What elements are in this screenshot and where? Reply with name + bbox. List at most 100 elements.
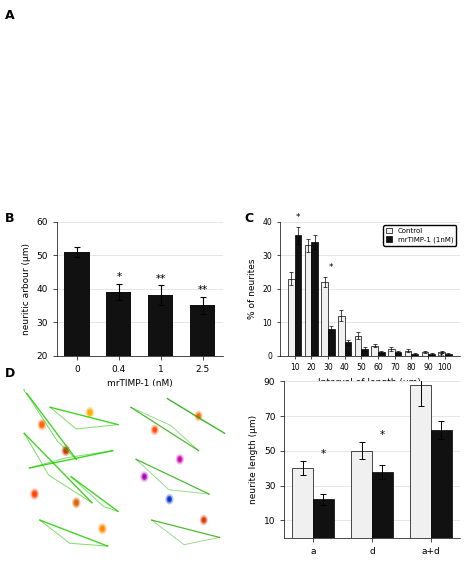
- Ellipse shape: [201, 517, 207, 523]
- Bar: [321, 282, 328, 356]
- Ellipse shape: [32, 490, 37, 498]
- Text: *: *: [296, 213, 300, 222]
- Ellipse shape: [273, 50, 301, 68]
- Ellipse shape: [160, 103, 188, 122]
- Ellipse shape: [33, 492, 36, 497]
- Ellipse shape: [98, 523, 107, 534]
- Ellipse shape: [397, 112, 428, 132]
- Ellipse shape: [88, 410, 92, 415]
- Text: mrTIMP-1: mrTIMP-1: [130, 386, 179, 395]
- Ellipse shape: [30, 488, 39, 500]
- Ellipse shape: [167, 496, 172, 503]
- Bar: [351, 451, 372, 538]
- Ellipse shape: [350, 43, 375, 60]
- Ellipse shape: [40, 422, 44, 427]
- Text: *: *: [380, 430, 385, 440]
- Bar: [438, 352, 445, 356]
- Ellipse shape: [194, 411, 203, 421]
- Ellipse shape: [149, 95, 200, 130]
- X-axis label: mrTIMP-1 (nM): mrTIMP-1 (nM): [107, 379, 173, 388]
- Bar: [106, 292, 131, 422]
- Ellipse shape: [178, 457, 182, 461]
- Bar: [428, 354, 435, 356]
- Ellipse shape: [157, 101, 191, 124]
- Bar: [288, 279, 294, 356]
- Bar: [378, 352, 385, 356]
- Ellipse shape: [91, 96, 128, 121]
- Ellipse shape: [9, 81, 72, 124]
- Ellipse shape: [29, 171, 52, 187]
- Y-axis label: neuritic arbour (μm): neuritic arbour (μm): [22, 243, 31, 335]
- Ellipse shape: [202, 518, 206, 522]
- Ellipse shape: [252, 35, 322, 83]
- Ellipse shape: [72, 497, 81, 508]
- Ellipse shape: [88, 94, 131, 123]
- Y-axis label: % of neurites: % of neurites: [248, 258, 257, 319]
- Ellipse shape: [140, 472, 148, 482]
- Text: A: A: [5, 9, 14, 22]
- Text: **: **: [155, 274, 166, 284]
- Ellipse shape: [20, 166, 61, 193]
- Ellipse shape: [12, 160, 69, 198]
- Ellipse shape: [364, 156, 404, 183]
- Bar: [411, 354, 418, 356]
- Ellipse shape: [34, 124, 111, 177]
- Ellipse shape: [39, 420, 45, 428]
- Text: mrTIMP-1: mrTIMP-1: [251, 24, 307, 35]
- Bar: [421, 352, 428, 356]
- Bar: [445, 354, 452, 356]
- Ellipse shape: [334, 103, 362, 122]
- Bar: [355, 336, 361, 356]
- Ellipse shape: [168, 497, 171, 501]
- Ellipse shape: [182, 156, 210, 175]
- Ellipse shape: [77, 86, 142, 131]
- Ellipse shape: [406, 54, 437, 75]
- Ellipse shape: [381, 101, 444, 143]
- Ellipse shape: [340, 36, 385, 67]
- Ellipse shape: [129, 144, 159, 164]
- Bar: [294, 236, 301, 356]
- Ellipse shape: [256, 108, 297, 135]
- Ellipse shape: [27, 31, 88, 72]
- Ellipse shape: [296, 165, 321, 182]
- Bar: [405, 351, 411, 356]
- Ellipse shape: [55, 138, 91, 163]
- Text: **: **: [198, 286, 208, 295]
- Text: Ctl: Ctl: [26, 24, 42, 35]
- Ellipse shape: [37, 38, 78, 65]
- Bar: [395, 352, 401, 356]
- Ellipse shape: [197, 414, 201, 418]
- Ellipse shape: [64, 448, 68, 453]
- Ellipse shape: [137, 60, 168, 81]
- Bar: [305, 245, 311, 356]
- Ellipse shape: [87, 409, 93, 417]
- Bar: [148, 295, 173, 422]
- Ellipse shape: [27, 170, 54, 188]
- Ellipse shape: [85, 407, 94, 418]
- Ellipse shape: [139, 89, 210, 136]
- Bar: [372, 472, 393, 538]
- Ellipse shape: [286, 158, 331, 189]
- Ellipse shape: [152, 426, 157, 434]
- Text: *: *: [321, 450, 326, 460]
- Ellipse shape: [143, 475, 146, 479]
- Legend: Control, mrTIMP-1 (1nM): Control, mrTIMP-1 (1nM): [383, 225, 456, 246]
- Ellipse shape: [277, 152, 340, 195]
- Ellipse shape: [18, 88, 63, 118]
- Ellipse shape: [76, 42, 126, 76]
- Text: Ctl: Ctl: [23, 386, 37, 395]
- Ellipse shape: [196, 413, 201, 419]
- Ellipse shape: [100, 525, 105, 533]
- Ellipse shape: [73, 499, 79, 506]
- Ellipse shape: [400, 113, 425, 130]
- Ellipse shape: [331, 101, 365, 124]
- Bar: [410, 385, 431, 538]
- Bar: [328, 329, 335, 356]
- Bar: [64, 252, 90, 422]
- Ellipse shape: [134, 58, 171, 83]
- Ellipse shape: [200, 515, 208, 525]
- Ellipse shape: [57, 140, 88, 161]
- Ellipse shape: [41, 40, 74, 63]
- Text: *: *: [439, 352, 444, 362]
- Ellipse shape: [131, 146, 157, 163]
